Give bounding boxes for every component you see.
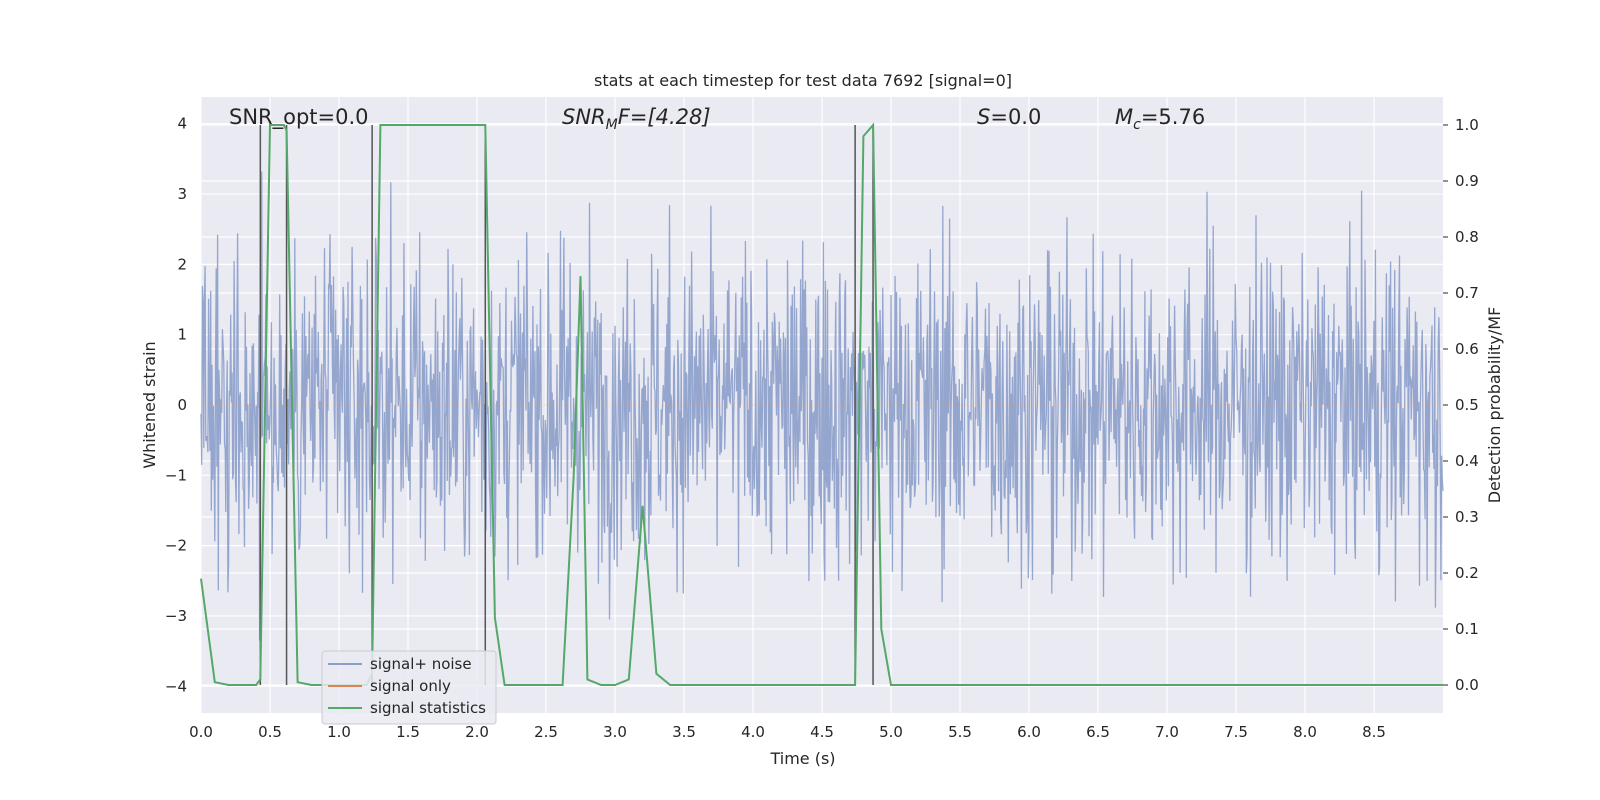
y-left-axis-label: Whitened strain: [140, 341, 159, 468]
y-left-tick-labels: 4 3 2 1 0 −1 −2 −3 −4: [165, 115, 187, 696]
s-label: S: [977, 105, 990, 129]
y-right-axis-label: Detection probability/MF: [1485, 307, 1504, 504]
y-left-tick-label: 3: [177, 185, 187, 203]
x-tick-label: 6.0: [1017, 723, 1041, 741]
x-tick-label: 1.0: [327, 723, 351, 741]
legend-label-statistics: signal statistics: [370, 699, 486, 717]
y-right-tick-label: 0.5: [1455, 396, 1479, 414]
x-tick-label: 8.0: [1293, 723, 1317, 741]
y-left-tick-label: 2: [177, 255, 187, 273]
y-right-tick-label: 0.9: [1455, 172, 1479, 190]
signal-statistics-series: [200, 122, 1443, 686]
x-tick-label: 2.5: [534, 723, 558, 741]
y-left-tick-label: −4: [165, 677, 187, 695]
noise-series: [200, 171, 1444, 641]
annotation-mc: Mc=5.76: [1115, 105, 1205, 133]
legend: signal+ noise signal only signal statist…: [321, 650, 497, 725]
x-tick-label: 3.5: [672, 723, 696, 741]
x-tick-label: 4.5: [810, 723, 834, 741]
snr-mf-base: SNR: [562, 105, 606, 129]
y-right-tick-label: 0.3: [1455, 508, 1479, 526]
legend-box: [321, 650, 497, 725]
y-left-tick-label: 1: [177, 326, 187, 344]
x-tick-label: 1.5: [396, 723, 420, 741]
y-left-tick-label: −3: [165, 607, 187, 625]
x-tick-label: 3.0: [603, 723, 627, 741]
x-tick-labels: 0.0 0.5 1.0 1.5 2.0 2.5 3.0 3.5 4.0 4.5 5.0 5.5 6.0 6…: [189, 723, 1386, 741]
y-right-tick-label: 0.6: [1455, 340, 1479, 358]
x-tick-label: 5.5: [948, 723, 972, 741]
annotation-snr-opt: SNR_opt=0.0: [229, 105, 369, 130]
y-right-tick-label: 0.1: [1455, 620, 1479, 638]
mc-sub: c: [1133, 117, 1141, 133]
y-left-tick-label: −2: [165, 537, 187, 555]
x-tick-label: 0.0: [189, 723, 213, 741]
noise-line: [200, 171, 1444, 641]
x-tick-label: 6.5: [1086, 723, 1110, 741]
y-left-tick-label: 0: [177, 396, 187, 414]
x-tick-label: 5.0: [879, 723, 903, 741]
x-axis-label: Time (s): [769, 749, 835, 768]
y-right-tick-label: 0.8: [1455, 228, 1479, 246]
x-tick-label: 7.0: [1155, 723, 1179, 741]
y-right-tick-label: 0.0: [1455, 676, 1479, 694]
mc-value: =5.76: [1141, 105, 1205, 129]
x-tick-label: 7.5: [1224, 723, 1248, 741]
y-left-tick-label: 4: [177, 115, 187, 133]
chart-title: stats at each timestep for test data 769…: [594, 71, 1012, 90]
statistics-line: [200, 122, 1443, 686]
snr-mf-sub: M: [606, 117, 618, 133]
y-right-tick-label: 0.7: [1455, 284, 1479, 302]
vertical-markers: [259, 125, 874, 685]
annotation-s: S=0.0: [977, 105, 1041, 129]
x-tick-label: 8.5: [1362, 723, 1386, 741]
s-value: =0.0: [990, 105, 1041, 129]
y-right-tick-label: 0.2: [1455, 564, 1479, 582]
y-right-tick-label: 1.0: [1455, 116, 1479, 134]
y-left-tick-label: −1: [165, 466, 187, 484]
x-tick-label: 0.5: [258, 723, 282, 741]
mc-base: M: [1115, 105, 1133, 129]
x-tick-label: 4.0: [741, 723, 765, 741]
legend-label-signal-only: signal only: [370, 677, 451, 695]
annotation-snr-mf: SNRMF=[4.28]: [562, 105, 711, 133]
legend-label-noise: signal+ noise: [370, 655, 472, 673]
snr-mf-rest: F=[4.28]: [618, 105, 711, 129]
y-right-tick-label: 0.4: [1455, 452, 1479, 470]
y-right-tick-labels: 1.0 0.9 0.8 0.7 0.6 0.5 0.4 0.3 0.2 0.1 0.0: [1443, 116, 1479, 694]
x-tick-label: 2.0: [465, 723, 489, 741]
